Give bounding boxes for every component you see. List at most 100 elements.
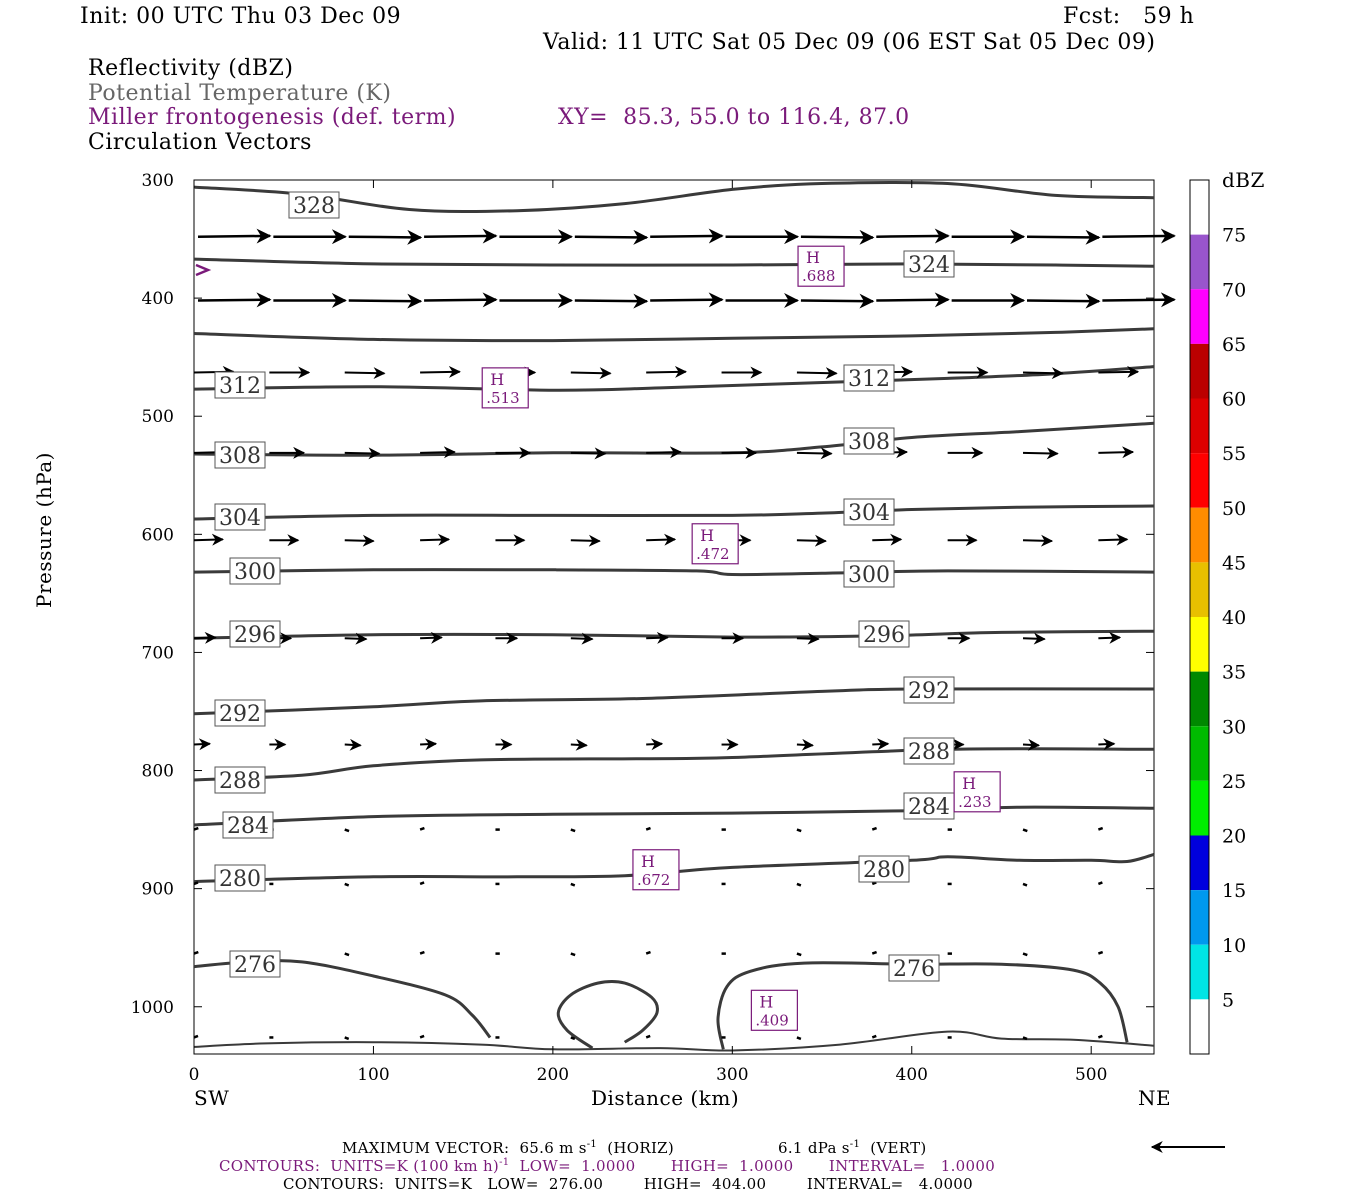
contour-label-box: [288, 191, 340, 219]
theta-contour: [193, 747, 1155, 782]
colorbar-segment: [1190, 835, 1209, 891]
frontogenesis-max-box: [953, 771, 1001, 813]
circulation-vector: [344, 632, 368, 645]
theta-contour: [193, 852, 1155, 884]
circulation-vector: [419, 881, 425, 886]
frontogenesis-max-value: .233: [958, 793, 991, 811]
circulation-vector: [1022, 738, 1041, 751]
circulation-vector: [646, 738, 664, 751]
colorbar-segment: [1190, 180, 1209, 235]
circulation-vector: [650, 292, 724, 308]
contour-label-box: [214, 699, 266, 727]
contour-label: 300: [848, 563, 890, 588]
frontogenesis-max-label: H: [806, 248, 820, 267]
circulation-vector: [419, 950, 425, 955]
circulation-vector: [872, 738, 890, 751]
endpoint-ne: NE: [1138, 1086, 1172, 1110]
colorbar-segment: [1190, 671, 1209, 727]
contour-label: 280: [863, 858, 905, 883]
circulation-vector: [796, 882, 802, 887]
frontogenesis-max-box: [691, 523, 739, 565]
circulation-vector: [424, 228, 498, 244]
circulation-vector: [796, 534, 827, 547]
valid-time: Valid: 11 UTC Sat 05 Dec 09 (06 EST Sat …: [543, 30, 1156, 55]
frontogenesis-max-label: H: [962, 774, 976, 793]
forecast-hour: Fcst: 59 h: [1063, 4, 1195, 29]
circulation-vector: [424, 292, 498, 308]
y-tick-label: 800: [142, 762, 174, 782]
theta-contour: [193, 180, 1155, 214]
contour-label-box: [903, 676, 955, 704]
colorbar-label: 55: [1222, 443, 1246, 465]
contour-label: 304: [219, 506, 261, 531]
y-tick-label: 300: [142, 171, 174, 191]
contour-label: 284: [227, 814, 269, 839]
field-circulation-vectors: Circulation Vectors: [88, 130, 312, 155]
circulation-vector: [1022, 632, 1046, 645]
contour-label-box: [858, 620, 910, 648]
circulation-vector: [570, 882, 576, 887]
field-potential-temperature: Potential Temperature (K): [88, 81, 392, 106]
circulation-vector: [344, 534, 375, 547]
contour-label: 312: [848, 367, 890, 392]
circulation-vector: [1022, 828, 1028, 833]
circulation-vector: [1022, 367, 1064, 380]
y-tick-label: 600: [142, 525, 174, 545]
contour-label-box: [903, 737, 955, 765]
circulation-vector: [796, 632, 820, 645]
circulation-vector: [1022, 534, 1054, 547]
frontogenesis-edge-marker: [195, 263, 212, 277]
circulation-vector: [420, 533, 451, 546]
frontogenesis-max-value: .672: [637, 871, 670, 889]
frontogenesis-max-box: [632, 849, 680, 891]
y-tick-label: 700: [142, 643, 174, 663]
x-axis-title: Distance (km): [591, 1086, 740, 1110]
contour-label-box: [843, 560, 895, 588]
cross-section-endpoints: XY= 85.3, 55.0 to 116.4, 87.0: [558, 105, 910, 130]
contour-label-box: [214, 371, 266, 399]
frontogenesis-max-label: H: [700, 526, 714, 545]
frontogenesis-contour-info: CONTOURS: UNITS=K (100 km h)-1 LOW= 1.00…: [219, 1157, 996, 1175]
contour-label-box: [214, 441, 266, 469]
field-frontogenesis: Miller frontogenesis (def. term): [88, 105, 457, 130]
circulation-vector: [1022, 1036, 1028, 1041]
contour-label-box: [222, 811, 274, 839]
circulation-vector: [796, 447, 833, 460]
theta-contour: [193, 257, 1155, 268]
theta-contour: [193, 504, 1155, 521]
circulation-vector: [872, 533, 903, 546]
circulation-vector: [1097, 826, 1104, 831]
contour-label: 296: [863, 623, 905, 648]
circulation-vector: [650, 228, 724, 244]
x-tick-label: 400: [896, 1065, 928, 1085]
circulation-vector: [570, 1036, 576, 1041]
colorbar-label: 65: [1222, 334, 1246, 356]
circulation-vector: [1022, 882, 1028, 887]
circulation-vector: [570, 952, 576, 957]
x-tick-label: 200: [537, 1065, 569, 1085]
circulation-vector: [796, 828, 802, 833]
circulation-vector: [1098, 631, 1122, 644]
colorbar-segment: [1190, 617, 1209, 672]
colorbar-segment: [1190, 234, 1209, 290]
circulation-vector: [645, 950, 651, 955]
circulation-vector: [1097, 950, 1104, 955]
frontogenesis-max-label: H: [759, 992, 773, 1011]
circulation-vector: [193, 533, 224, 546]
circulation-vector: [419, 1034, 425, 1039]
colorbar-label: 5: [1222, 989, 1234, 1011]
circulation-vector: [1098, 446, 1135, 459]
circulation-vector: [1098, 533, 1129, 546]
colorbar-label: 40: [1222, 607, 1246, 629]
circulation-vector: [344, 367, 386, 380]
colorbar-segment: [1190, 289, 1209, 344]
colorbar-label: 70: [1222, 279, 1246, 301]
theta-contour: [193, 327, 1155, 343]
frontogenesis-max-box: [797, 245, 845, 287]
contour-label-box: [229, 620, 281, 648]
circulation-vector: [876, 228, 950, 244]
circulation-vector: [646, 446, 682, 459]
theta-contour: [556, 980, 660, 1050]
circulation-vector: [876, 292, 950, 308]
